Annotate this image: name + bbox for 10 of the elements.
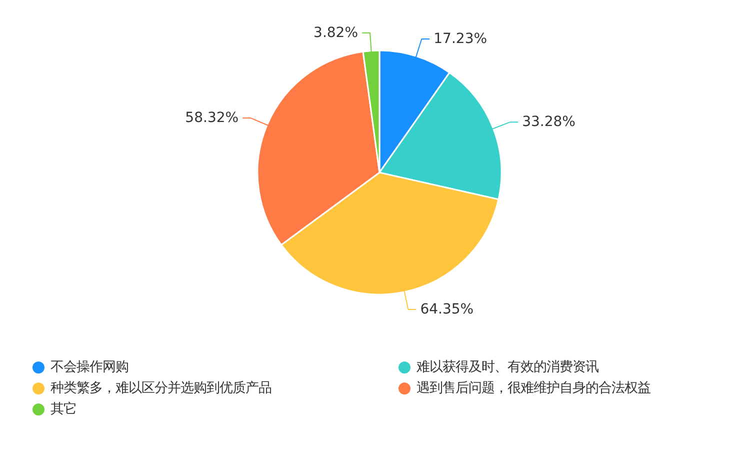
legend-label: 种类繁多，难以区分并选购到优质产品 [50, 381, 272, 396]
data-label: 3.82% [314, 24, 358, 41]
legend-label: 难以获得及时、有效的消费资讯 [416, 360, 598, 375]
data-label: 58.32% [185, 110, 239, 126]
data-label: 33.28% [522, 114, 576, 130]
legend-label: 其它 [50, 401, 76, 417]
data-label: 64.35% [420, 302, 474, 318]
data-label: 17.23% [434, 30, 488, 47]
legend-label: 遇到售后问题，很难维护自身的合法权益 [416, 381, 650, 396]
legend-label: 不会操作网购 [50, 360, 128, 375]
